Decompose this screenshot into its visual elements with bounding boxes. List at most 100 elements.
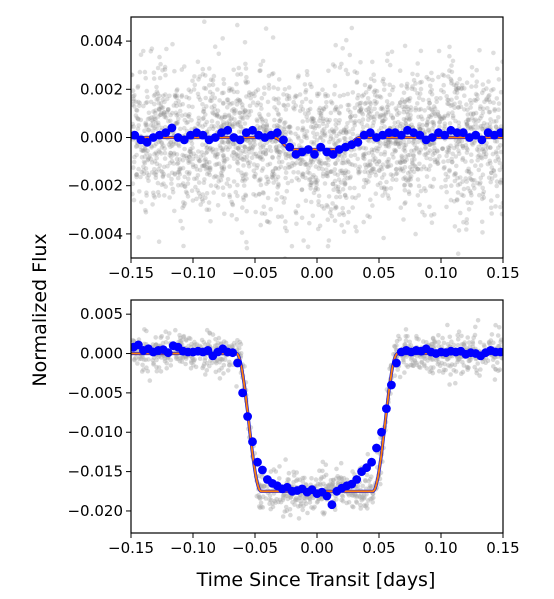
raw-data-point bbox=[258, 156, 263, 161]
raw-data-point bbox=[401, 147, 407, 152]
raw-data-point bbox=[362, 169, 368, 175]
raw-data-point bbox=[140, 148, 145, 154]
raw-data-point bbox=[398, 100, 403, 105]
raw-data-point bbox=[203, 86, 209, 91]
raw-data-point bbox=[416, 107, 422, 113]
raw-data-point bbox=[369, 495, 375, 501]
raw-data-point bbox=[189, 360, 194, 366]
raw-data-point bbox=[156, 148, 161, 153]
raw-data-point bbox=[399, 83, 404, 88]
raw-data-point bbox=[383, 138, 389, 144]
raw-data-point bbox=[180, 152, 185, 158]
raw-data-point bbox=[400, 355, 406, 361]
raw-data-point bbox=[480, 127, 486, 132]
raw-data-point bbox=[379, 120, 385, 125]
raw-data-point bbox=[207, 363, 212, 369]
raw-data-point bbox=[415, 101, 420, 106]
raw-data-point bbox=[343, 128, 348, 133]
raw-data-point bbox=[136, 103, 142, 109]
raw-data-point bbox=[455, 333, 461, 338]
raw-data-point bbox=[167, 160, 173, 166]
raw-data-point bbox=[356, 92, 361, 98]
raw-data-point bbox=[315, 91, 320, 97]
raw-data-point bbox=[447, 68, 452, 73]
raw-data-point bbox=[395, 112, 400, 117]
raw-data-point bbox=[309, 180, 315, 185]
raw-data-point bbox=[493, 204, 498, 209]
raw-data-point bbox=[311, 130, 316, 135]
raw-data-point bbox=[159, 141, 165, 146]
raw-data-point bbox=[426, 127, 431, 132]
raw-data-point bbox=[500, 59, 503, 65]
x-tick-label: 0.00 bbox=[300, 539, 333, 557]
raw-data-point bbox=[465, 117, 471, 122]
raw-data-point bbox=[229, 115, 234, 120]
raw-data-point bbox=[459, 333, 464, 339]
raw-data-point bbox=[216, 161, 222, 166]
raw-data-point bbox=[268, 469, 274, 474]
raw-data-point bbox=[399, 97, 405, 102]
raw-data-point bbox=[299, 173, 305, 178]
raw-data-point bbox=[246, 92, 252, 98]
binned-point bbox=[248, 125, 257, 135]
raw-data-point bbox=[314, 138, 320, 143]
raw-data-point bbox=[287, 164, 293, 170]
raw-data-point bbox=[368, 76, 374, 82]
raw-data-point bbox=[443, 367, 448, 373]
raw-data-point bbox=[189, 188, 195, 193]
raw-data-point bbox=[369, 167, 375, 172]
raw-data-point bbox=[474, 368, 479, 373]
raw-data-point bbox=[290, 499, 295, 505]
raw-data-point bbox=[371, 153, 376, 158]
raw-data-point bbox=[308, 186, 314, 191]
raw-data-point bbox=[462, 93, 467, 98]
raw-data-point bbox=[488, 117, 493, 122]
raw-data-point bbox=[344, 125, 349, 130]
raw-data-point bbox=[227, 192, 232, 198]
raw-data-point bbox=[484, 86, 489, 91]
raw-data-point bbox=[487, 99, 493, 105]
raw-data-point bbox=[397, 374, 403, 380]
raw-data-point bbox=[363, 478, 368, 483]
raw-data-point bbox=[331, 129, 337, 134]
raw-data-point bbox=[336, 184, 341, 190]
raw-data-point bbox=[141, 164, 146, 169]
raw-data-point bbox=[204, 327, 210, 333]
raw-data-point bbox=[210, 91, 215, 97]
raw-data-point bbox=[317, 223, 323, 229]
raw-data-point bbox=[448, 103, 454, 108]
raw-data-point bbox=[308, 158, 314, 163]
raw-data-point bbox=[465, 107, 470, 113]
raw-data-point bbox=[242, 145, 248, 150]
raw-data-point bbox=[479, 90, 485, 96]
raw-data-point bbox=[151, 190, 156, 196]
raw-data-point bbox=[452, 172, 457, 178]
raw-data-point bbox=[486, 175, 492, 181]
raw-data-point bbox=[297, 108, 303, 114]
raw-data-point bbox=[421, 164, 427, 169]
raw-data-point bbox=[276, 100, 282, 106]
raw-data-point bbox=[217, 359, 222, 365]
raw-data-point bbox=[471, 118, 477, 123]
raw-data-point bbox=[167, 195, 172, 200]
raw-data-point bbox=[362, 101, 368, 106]
raw-data-point bbox=[265, 219, 271, 225]
raw-data-point bbox=[415, 177, 421, 182]
raw-data-point bbox=[134, 172, 139, 178]
raw-data-point bbox=[364, 123, 370, 128]
raw-data-point bbox=[459, 83, 465, 88]
raw-data-point bbox=[141, 148, 147, 153]
raw-data-point bbox=[257, 178, 263, 183]
raw-data-point bbox=[330, 181, 336, 187]
raw-data-point bbox=[272, 498, 277, 504]
raw-data-point bbox=[143, 147, 148, 152]
raw-data-point bbox=[225, 147, 231, 152]
raw-data-point bbox=[170, 41, 175, 47]
raw-data-point bbox=[473, 117, 478, 123]
raw-data-point bbox=[418, 86, 424, 92]
raw-data-point bbox=[139, 147, 144, 153]
raw-data-point bbox=[428, 106, 434, 112]
raw-data-point bbox=[389, 49, 395, 55]
raw-data-point bbox=[282, 103, 287, 108]
raw-data-point bbox=[377, 114, 383, 119]
